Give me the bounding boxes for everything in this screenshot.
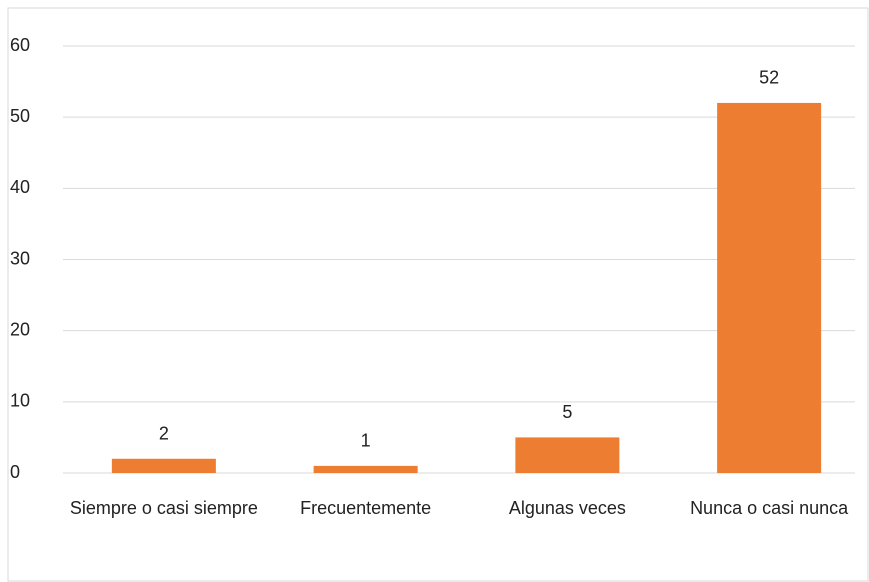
x-tick-label: Frecuentemente: [300, 498, 432, 518]
y-tick-label: 10: [10, 391, 30, 411]
y-tick-label: 40: [10, 177, 30, 197]
x-tick-label: Nunca o casi nunca: [690, 498, 849, 518]
bar: [111, 458, 216, 473]
data-label: 5: [562, 402, 572, 422]
bar: [515, 437, 620, 473]
y-tick-label: 50: [10, 106, 30, 126]
y-tick-label: 0: [10, 462, 20, 482]
y-tick-label: 20: [10, 319, 30, 339]
bar: [313, 465, 418, 473]
x-tick-label: Algunas veces: [508, 498, 626, 518]
y-tick-label: 30: [10, 248, 30, 268]
bar: [717, 102, 822, 473]
data-label: 52: [759, 68, 779, 88]
data-label: 2: [159, 424, 169, 444]
data-label: 1: [361, 431, 371, 451]
y-tick-label: 60: [10, 35, 30, 55]
x-tick-label: Siempre o casi siempre: [69, 498, 258, 518]
